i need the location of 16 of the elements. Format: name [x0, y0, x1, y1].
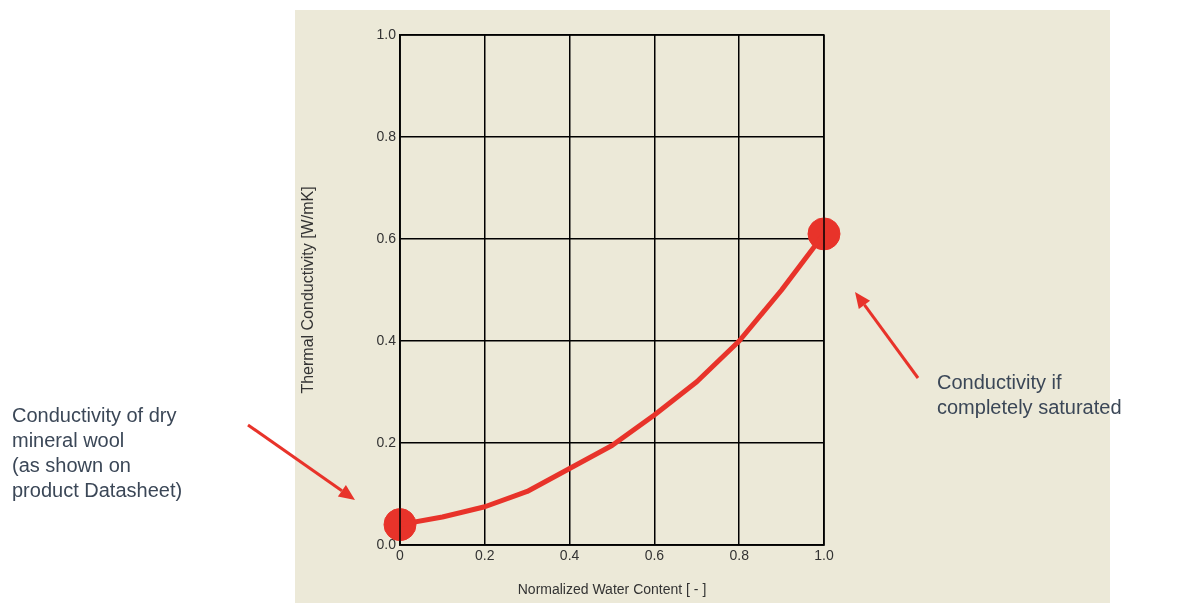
- x-tick-label: 1.0: [814, 547, 834, 564]
- y-axis-title: Thermal Conductivity [W/mK]: [299, 186, 317, 394]
- y-tick-label: 0.6: [376, 229, 397, 246]
- text: Conductivity of dry mineral wool (as shown on product Datasheet): [12, 403, 183, 503]
- y-tick-label: 0.4: [376, 331, 397, 348]
- x-tick-label: 0.4: [559, 547, 580, 564]
- text: Conductivity if completely saturated: [937, 370, 1122, 420]
- x-axis-title: Normalized Water Content [ - ]: [517, 581, 707, 598]
- x-tick-label: 0: [396, 547, 405, 564]
- x-tick-label: 0.2: [475, 547, 495, 564]
- y-tick-label: 1.0: [376, 25, 397, 42]
- x-tick-label: 0.8: [729, 547, 750, 564]
- y-tick-label: 0.0: [376, 535, 397, 552]
- y-tick-label: 0.2: [376, 433, 397, 450]
- x-tick-label: 0.6: [644, 547, 665, 564]
- y-tick-label: 0.8: [376, 127, 397, 144]
